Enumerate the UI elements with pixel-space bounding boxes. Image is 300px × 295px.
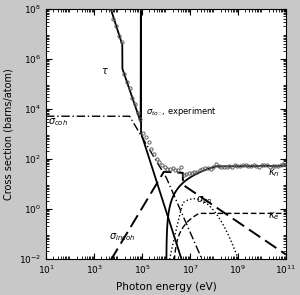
X-axis label: Photon energy (eV): Photon energy (eV)	[116, 281, 216, 291]
Text: $\sigma_{coh}$: $\sigma_{coh}$	[48, 116, 68, 127]
Text: $\sigma_{to:}$, experiment: $\sigma_{to:}$, experiment	[146, 105, 218, 118]
Text: $\sigma_{pn}$: $\sigma_{pn}$	[196, 195, 212, 207]
Text: $\kappa_n$: $\kappa_n$	[268, 167, 280, 179]
Text: $\tau$: $\tau$	[101, 66, 109, 76]
Text: $\kappa_e$: $\kappa_e$	[268, 210, 280, 222]
Text: $\sigma_{incoh}$: $\sigma_{incoh}$	[109, 231, 135, 243]
Y-axis label: Cross section (barns/atom): Cross section (barns/atom)	[4, 68, 14, 199]
